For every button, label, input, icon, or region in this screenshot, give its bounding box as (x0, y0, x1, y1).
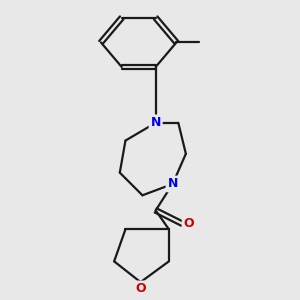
Text: N: N (151, 116, 161, 129)
Text: O: O (135, 282, 146, 296)
Text: N: N (167, 178, 178, 190)
Text: O: O (184, 217, 194, 230)
